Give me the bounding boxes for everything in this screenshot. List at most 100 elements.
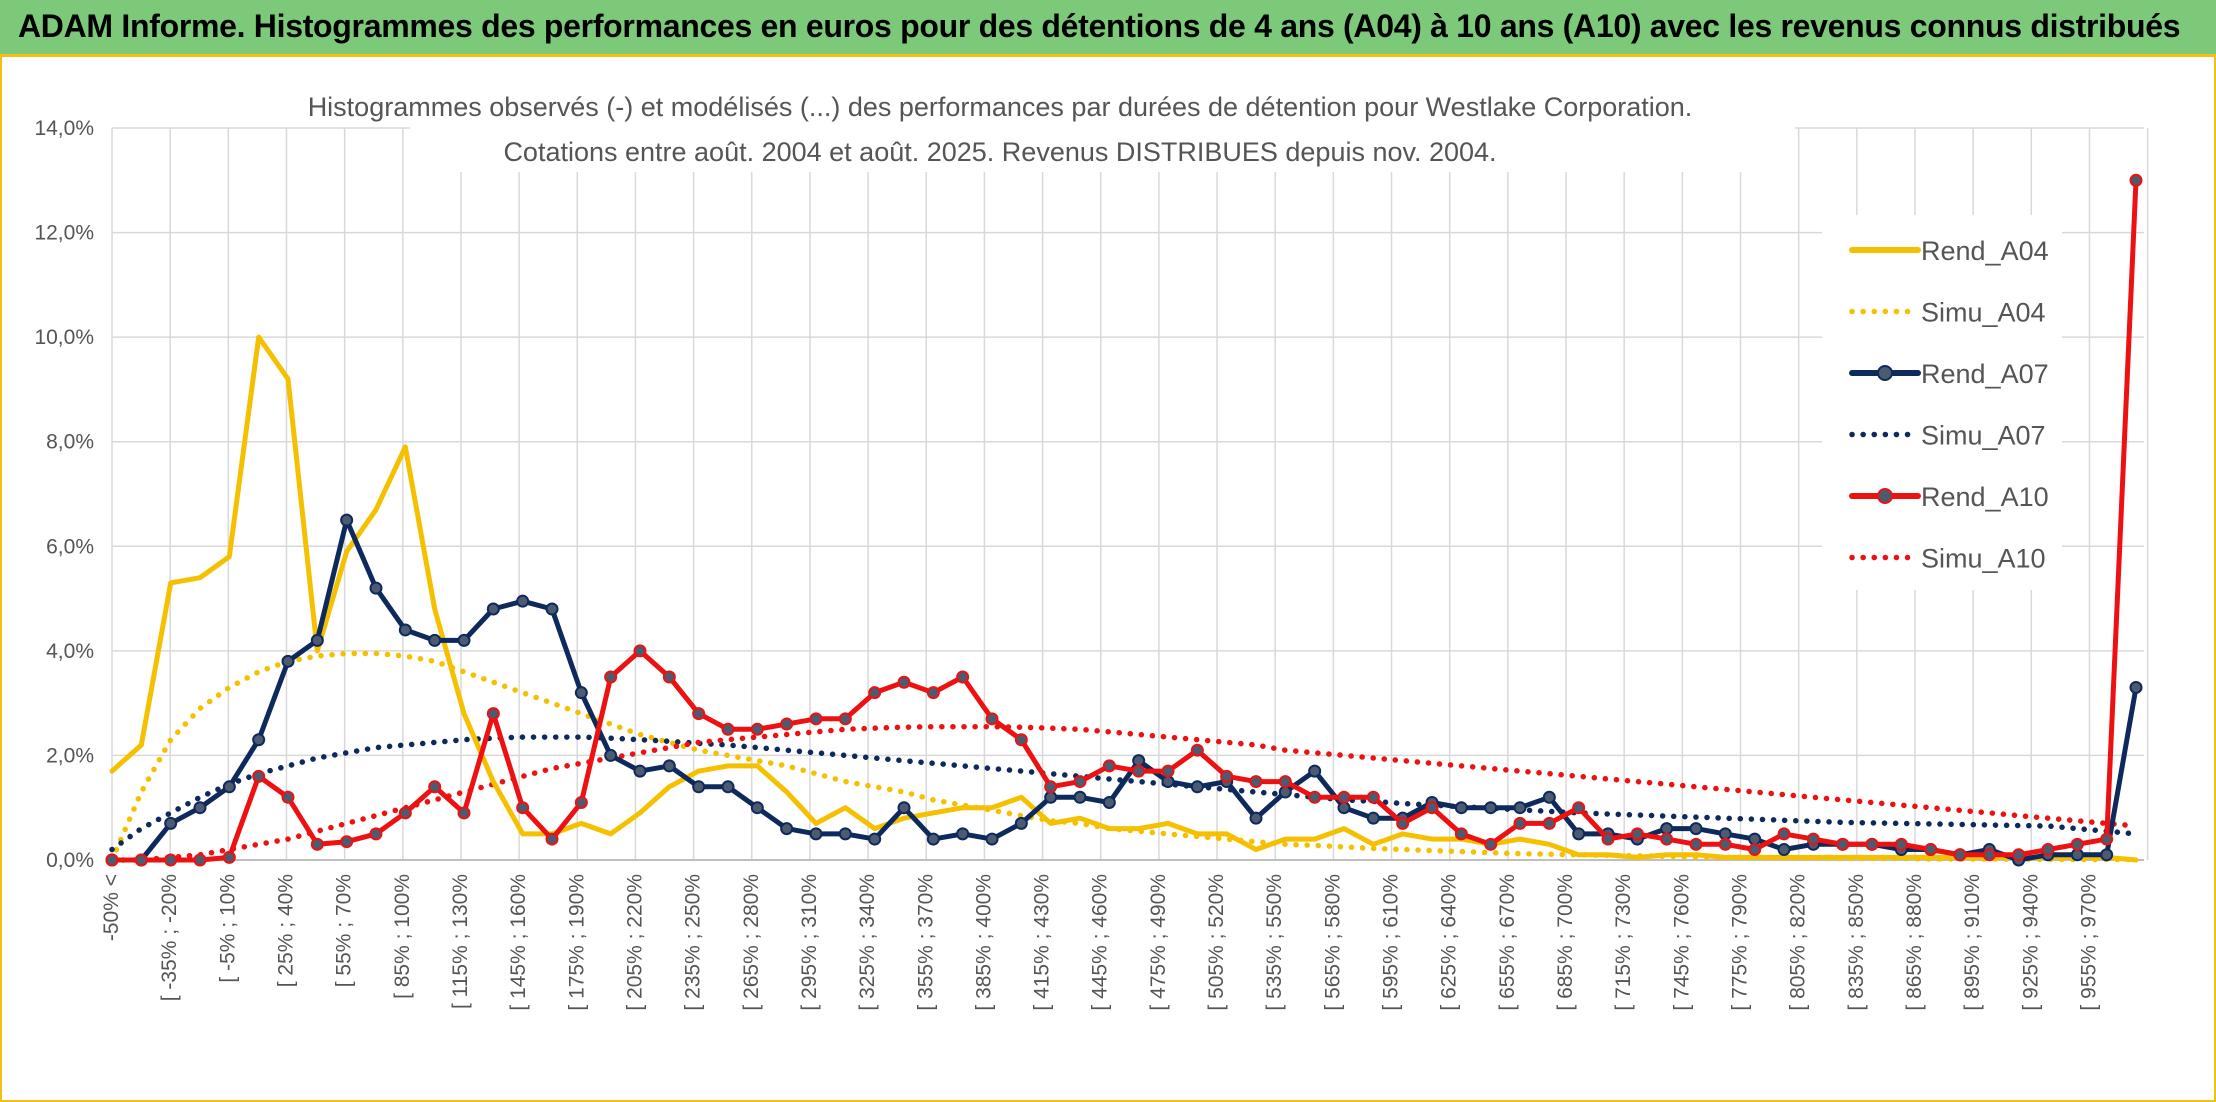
report-banner: ADAM Informe. Histogrammes des performan… xyxy=(0,0,2216,57)
report-title: ADAM Informe. Histogrammes des performan… xyxy=(18,8,2181,44)
point-rend-a10 xyxy=(340,835,354,849)
point-rend-a10 xyxy=(1806,832,1820,846)
point-rend-a07 xyxy=(1660,822,1674,836)
x-tick-label: [ 235% ; 250% xyxy=(682,874,705,1011)
x-tick-label: [ 115% ; 130% xyxy=(449,874,472,1009)
point-rend-a10 xyxy=(633,644,647,658)
point-rend-a10 xyxy=(310,837,324,851)
legend-label: Simu_A07 xyxy=(1921,421,2046,451)
point-rend-a07 xyxy=(1249,811,1263,825)
point-rend-a07 xyxy=(164,816,178,830)
point-rend-a10 xyxy=(750,722,764,736)
point-rend-a07 xyxy=(868,832,882,846)
point-rend-a10 xyxy=(1660,832,1674,846)
point-rend-a10 xyxy=(1689,837,1703,851)
point-rend-a10 xyxy=(1396,816,1410,830)
x-tick-label: [ 685% ; 700% xyxy=(1554,874,1577,1011)
x-tick-label: [ 745% ; 760% xyxy=(1670,874,1693,1011)
point-rend-a10 xyxy=(1953,848,1967,862)
point-rend-a07 xyxy=(633,764,647,778)
series-simu-a07 xyxy=(109,734,2139,853)
y-tick-label: 0,0% xyxy=(46,849,94,872)
point-rend-a10 xyxy=(604,670,618,684)
point-rend-a07 xyxy=(398,623,412,637)
x-tick-label: [ 295% ; 310% xyxy=(798,874,821,1011)
point-rend-a07 xyxy=(985,832,999,846)
point-rend-a10 xyxy=(1278,775,1292,789)
point-rend-a07 xyxy=(1777,843,1791,857)
x-tick-label: [ 385% ; 400% xyxy=(972,874,995,1011)
point-rend-a10 xyxy=(868,686,882,700)
point-rend-a10 xyxy=(281,790,295,804)
point-rend-a10 xyxy=(2100,832,2114,846)
point-rend-a07 xyxy=(897,801,911,815)
series-simu-a10 xyxy=(109,723,2139,863)
y-tick-label: 2,0% xyxy=(46,744,94,767)
chart-title-background xyxy=(410,84,1795,172)
point-rend-a10 xyxy=(1190,743,1204,757)
legend-label: Rend_A10 xyxy=(1921,482,2049,512)
point-rend-a07 xyxy=(340,513,354,527)
x-tick-label: [ 835% ; 850% xyxy=(1845,874,1868,1011)
legend-label: Rend_A07 xyxy=(1921,359,2049,389)
point-rend-a07 xyxy=(428,633,442,647)
point-rend-a07 xyxy=(486,602,500,616)
point-rend-a07 xyxy=(750,801,764,815)
x-tick-label: [ 565% ; 580% xyxy=(1321,874,1344,1011)
point-rend-a10 xyxy=(1337,790,1351,804)
x-tick-label: [ 445% ; 460% xyxy=(1089,874,1112,1011)
point-rend-a07 xyxy=(1689,822,1703,836)
point-rend-a07 xyxy=(574,686,588,700)
point-rend-a10 xyxy=(516,801,530,815)
chart-series xyxy=(105,173,2143,867)
point-rend-a07 xyxy=(809,827,823,841)
point-rend-a07 xyxy=(1132,754,1146,768)
point-rend-a10 xyxy=(956,670,970,684)
point-rend-a07 xyxy=(369,581,383,595)
point-rend-a10 xyxy=(193,853,207,867)
point-rend-a07 xyxy=(1366,811,1380,825)
point-rend-a07 xyxy=(1454,801,1468,815)
point-rend-a10 xyxy=(897,675,911,689)
point-rend-a10 xyxy=(369,827,383,841)
point-rend-a10 xyxy=(1718,837,1732,851)
x-tick-label: [ 25% ; 40% xyxy=(274,874,297,987)
legend-marker xyxy=(1877,488,1893,504)
point-rend-a07 xyxy=(545,602,559,616)
point-rend-a10 xyxy=(780,717,794,731)
point-rend-a07 xyxy=(222,780,236,794)
point-rend-a07 xyxy=(2129,680,2143,694)
point-rend-a10 xyxy=(134,853,148,867)
point-rend-a07 xyxy=(1014,816,1028,830)
point-rend-a10 xyxy=(1630,827,1644,841)
point-rend-a10 xyxy=(457,806,471,820)
point-rend-a10 xyxy=(985,712,999,726)
y-tick-label: 4,0% xyxy=(46,640,94,663)
point-rend-a10 xyxy=(1982,848,1996,862)
chart-frame xyxy=(0,57,2216,1102)
point-rend-a07 xyxy=(662,759,676,773)
point-rend-a10 xyxy=(1454,827,1468,841)
point-rend-a10 xyxy=(809,712,823,726)
x-tick-label: [ -35% ; -20% xyxy=(158,874,181,1001)
x-tick-label: [ 145% ; 160% xyxy=(507,874,530,1011)
point-rend-a07 xyxy=(1337,801,1351,815)
point-rend-a10 xyxy=(1777,827,1791,841)
point-rend-a07 xyxy=(1718,827,1732,841)
point-rend-a10 xyxy=(692,707,706,721)
point-rend-a10 xyxy=(1924,843,1938,857)
x-tick-label: [ -5% ; 10% xyxy=(216,874,239,983)
y-axis-ticks: 0,0% 2,0% 4,0% 6,0% 8,0% 10,0% 12,0% 14,0% xyxy=(34,117,94,872)
point-rend-a10 xyxy=(1601,832,1615,846)
point-rend-a10 xyxy=(486,707,500,721)
chart-subtitle: Cotations entre août. 2004 et août. 2025… xyxy=(503,137,1496,167)
point-rend-a07 xyxy=(310,633,324,647)
y-tick-label: 8,0% xyxy=(46,431,94,454)
x-tick-label: [ 895% ; 910% xyxy=(1961,874,1984,1011)
point-rend-a10 xyxy=(1044,780,1058,794)
point-rend-a07 xyxy=(1484,801,1498,815)
x-tick-label: [ 655% ; 670% xyxy=(1496,874,1519,1011)
point-rend-a10 xyxy=(662,670,676,684)
x-tick-label: [ 625% ; 640% xyxy=(1438,874,1461,1011)
x-tick-label: -50% < xyxy=(100,874,123,941)
